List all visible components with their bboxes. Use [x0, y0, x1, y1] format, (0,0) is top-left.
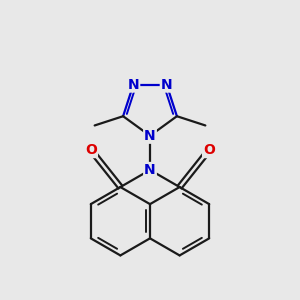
Text: N: N: [144, 129, 156, 143]
Text: O: O: [85, 143, 97, 157]
Text: N: N: [161, 78, 172, 92]
Text: O: O: [203, 143, 215, 157]
Text: N: N: [128, 78, 139, 92]
Text: N: N: [144, 163, 156, 177]
